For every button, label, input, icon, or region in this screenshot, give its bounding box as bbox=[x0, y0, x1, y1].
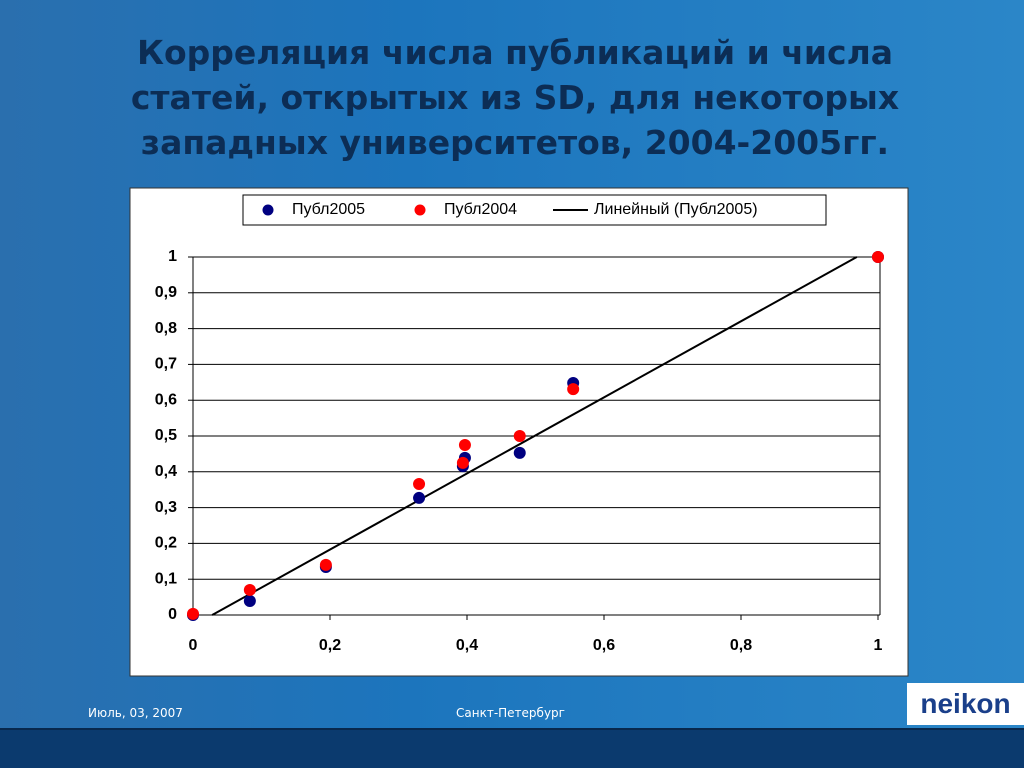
point bbox=[567, 383, 580, 396]
point bbox=[513, 430, 526, 442]
legend-label: Публ2004 bbox=[444, 201, 517, 218]
point bbox=[458, 438, 471, 451]
point bbox=[243, 583, 256, 596]
point bbox=[513, 446, 526, 459]
legend-label: Публ2005 bbox=[292, 201, 365, 218]
footer-bar bbox=[0, 728, 1024, 768]
point bbox=[187, 607, 199, 620]
x-tick-label: 0,4 bbox=[456, 637, 478, 654]
point bbox=[413, 491, 426, 504]
y-tick-label: 0,1 bbox=[155, 570, 177, 587]
legend-marker bbox=[414, 204, 426, 216]
x-tick-label: 0,8 bbox=[730, 637, 752, 654]
point bbox=[243, 595, 256, 608]
x-tick-label: 0,6 bbox=[593, 637, 615, 654]
y-tick-label: 0,5 bbox=[155, 427, 177, 444]
chart-area bbox=[129, 187, 909, 677]
point bbox=[413, 477, 426, 490]
trendline bbox=[211, 256, 858, 616]
logo: neikon bbox=[907, 683, 1024, 725]
footer-place: Санкт-Петербург bbox=[456, 706, 565, 720]
legend bbox=[242, 194, 827, 226]
y-tick-label: 0,2 bbox=[155, 535, 177, 552]
y-tick-label: 0,8 bbox=[155, 320, 177, 337]
y-tick-label: 0,7 bbox=[155, 356, 177, 373]
y-tick-label: 1 bbox=[168, 248, 177, 265]
point bbox=[456, 456, 469, 469]
x-tick-label: 1 bbox=[874, 637, 883, 654]
y-tick-label: 0,9 bbox=[155, 284, 177, 301]
y-tick-label: 0 bbox=[168, 606, 177, 623]
slide-title: Корреляция числа публикаций и числа стат… bbox=[130, 33, 900, 162]
y-tick-label: 0,6 bbox=[155, 391, 177, 408]
legend-label: Линейный (Публ2005) bbox=[594, 201, 758, 218]
footer-date: Июль, 03, 2007 bbox=[88, 706, 183, 720]
x-tick-label: 0,2 bbox=[319, 637, 341, 654]
point bbox=[872, 251, 884, 263]
y-tick-label: 0,3 bbox=[155, 499, 177, 516]
legend-marker bbox=[262, 204, 274, 216]
y-tick-label: 0,4 bbox=[155, 463, 177, 480]
x-tick-label: 0 bbox=[189, 637, 198, 654]
point bbox=[319, 558, 332, 571]
